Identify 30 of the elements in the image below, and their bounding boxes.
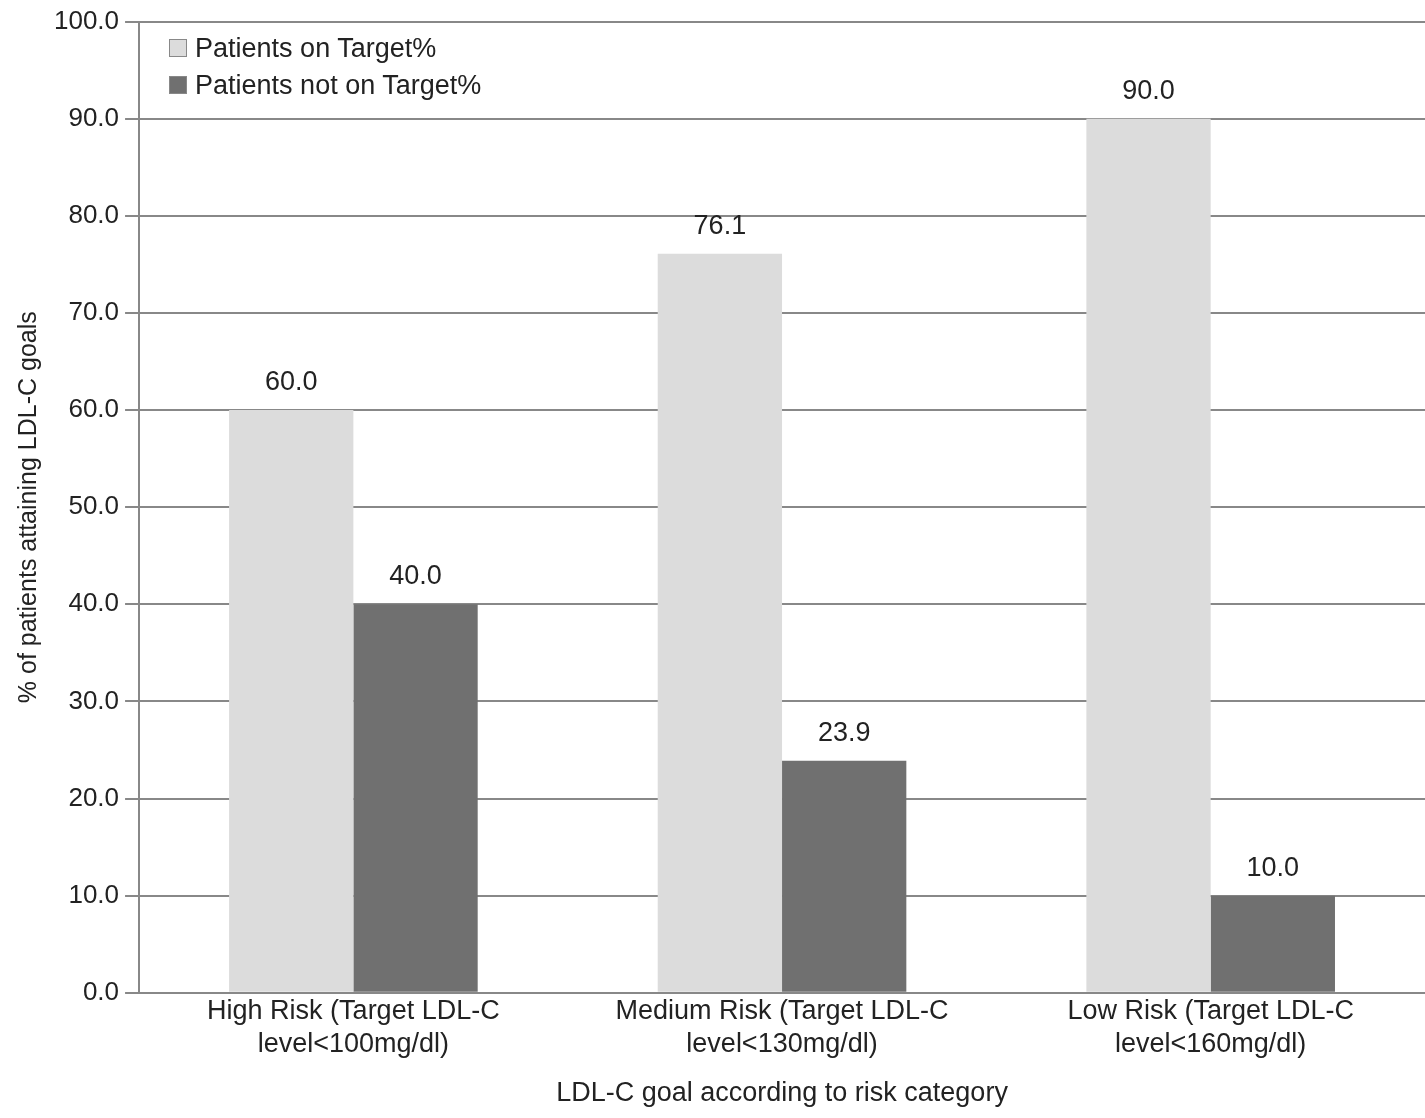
y-tick-label: 50.0 [68, 490, 120, 521]
data-label: 76.1 [693, 209, 747, 240]
y-tick-label: 80.0 [68, 199, 120, 230]
legend-label: Patients not on Target% [195, 68, 482, 102]
data-label: 90.0 [1122, 74, 1175, 105]
y-tick-label: 0.0 [82, 975, 120, 1006]
bar [782, 760, 907, 992]
y-tick-label: 40.0 [68, 587, 120, 618]
legend-label: Patients on Target% [195, 31, 437, 65]
y-tick-label: 90.0 [68, 101, 120, 132]
y-tick-label: 30.0 [68, 684, 120, 715]
y-tick-label: 100.0 [53, 4, 120, 35]
y-tick-label: 70.0 [68, 296, 120, 327]
bar [1086, 118, 1211, 992]
bar [1210, 895, 1335, 992]
y-tick-label: 60.0 [68, 393, 120, 424]
data-label: 23.9 [817, 716, 871, 747]
x-tick-label: High Risk (Target LDL-C level<100mg/dl) [207, 995, 500, 1058]
data-label: 40.0 [389, 560, 442, 591]
data-label: 10.0 [1246, 851, 1300, 882]
bar [657, 253, 783, 992]
x-axis-title: LDL-C goal according to risk category [556, 1077, 1009, 1108]
x-tick-label: Medium Risk (Target LDL-C level<130mg/dl) [615, 995, 949, 1058]
y-tick-label: 20.0 [68, 781, 120, 812]
y-axis-title: % of patients attaining LDL-C goals [12, 311, 41, 704]
bar [229, 410, 354, 992]
bar [353, 604, 478, 992]
y-tick-label: 10.0 [68, 878, 120, 909]
x-tick-label: Low Risk (Target LDL-C level<160mg/dl) [1067, 995, 1354, 1058]
data-label: 60.0 [264, 366, 318, 397]
